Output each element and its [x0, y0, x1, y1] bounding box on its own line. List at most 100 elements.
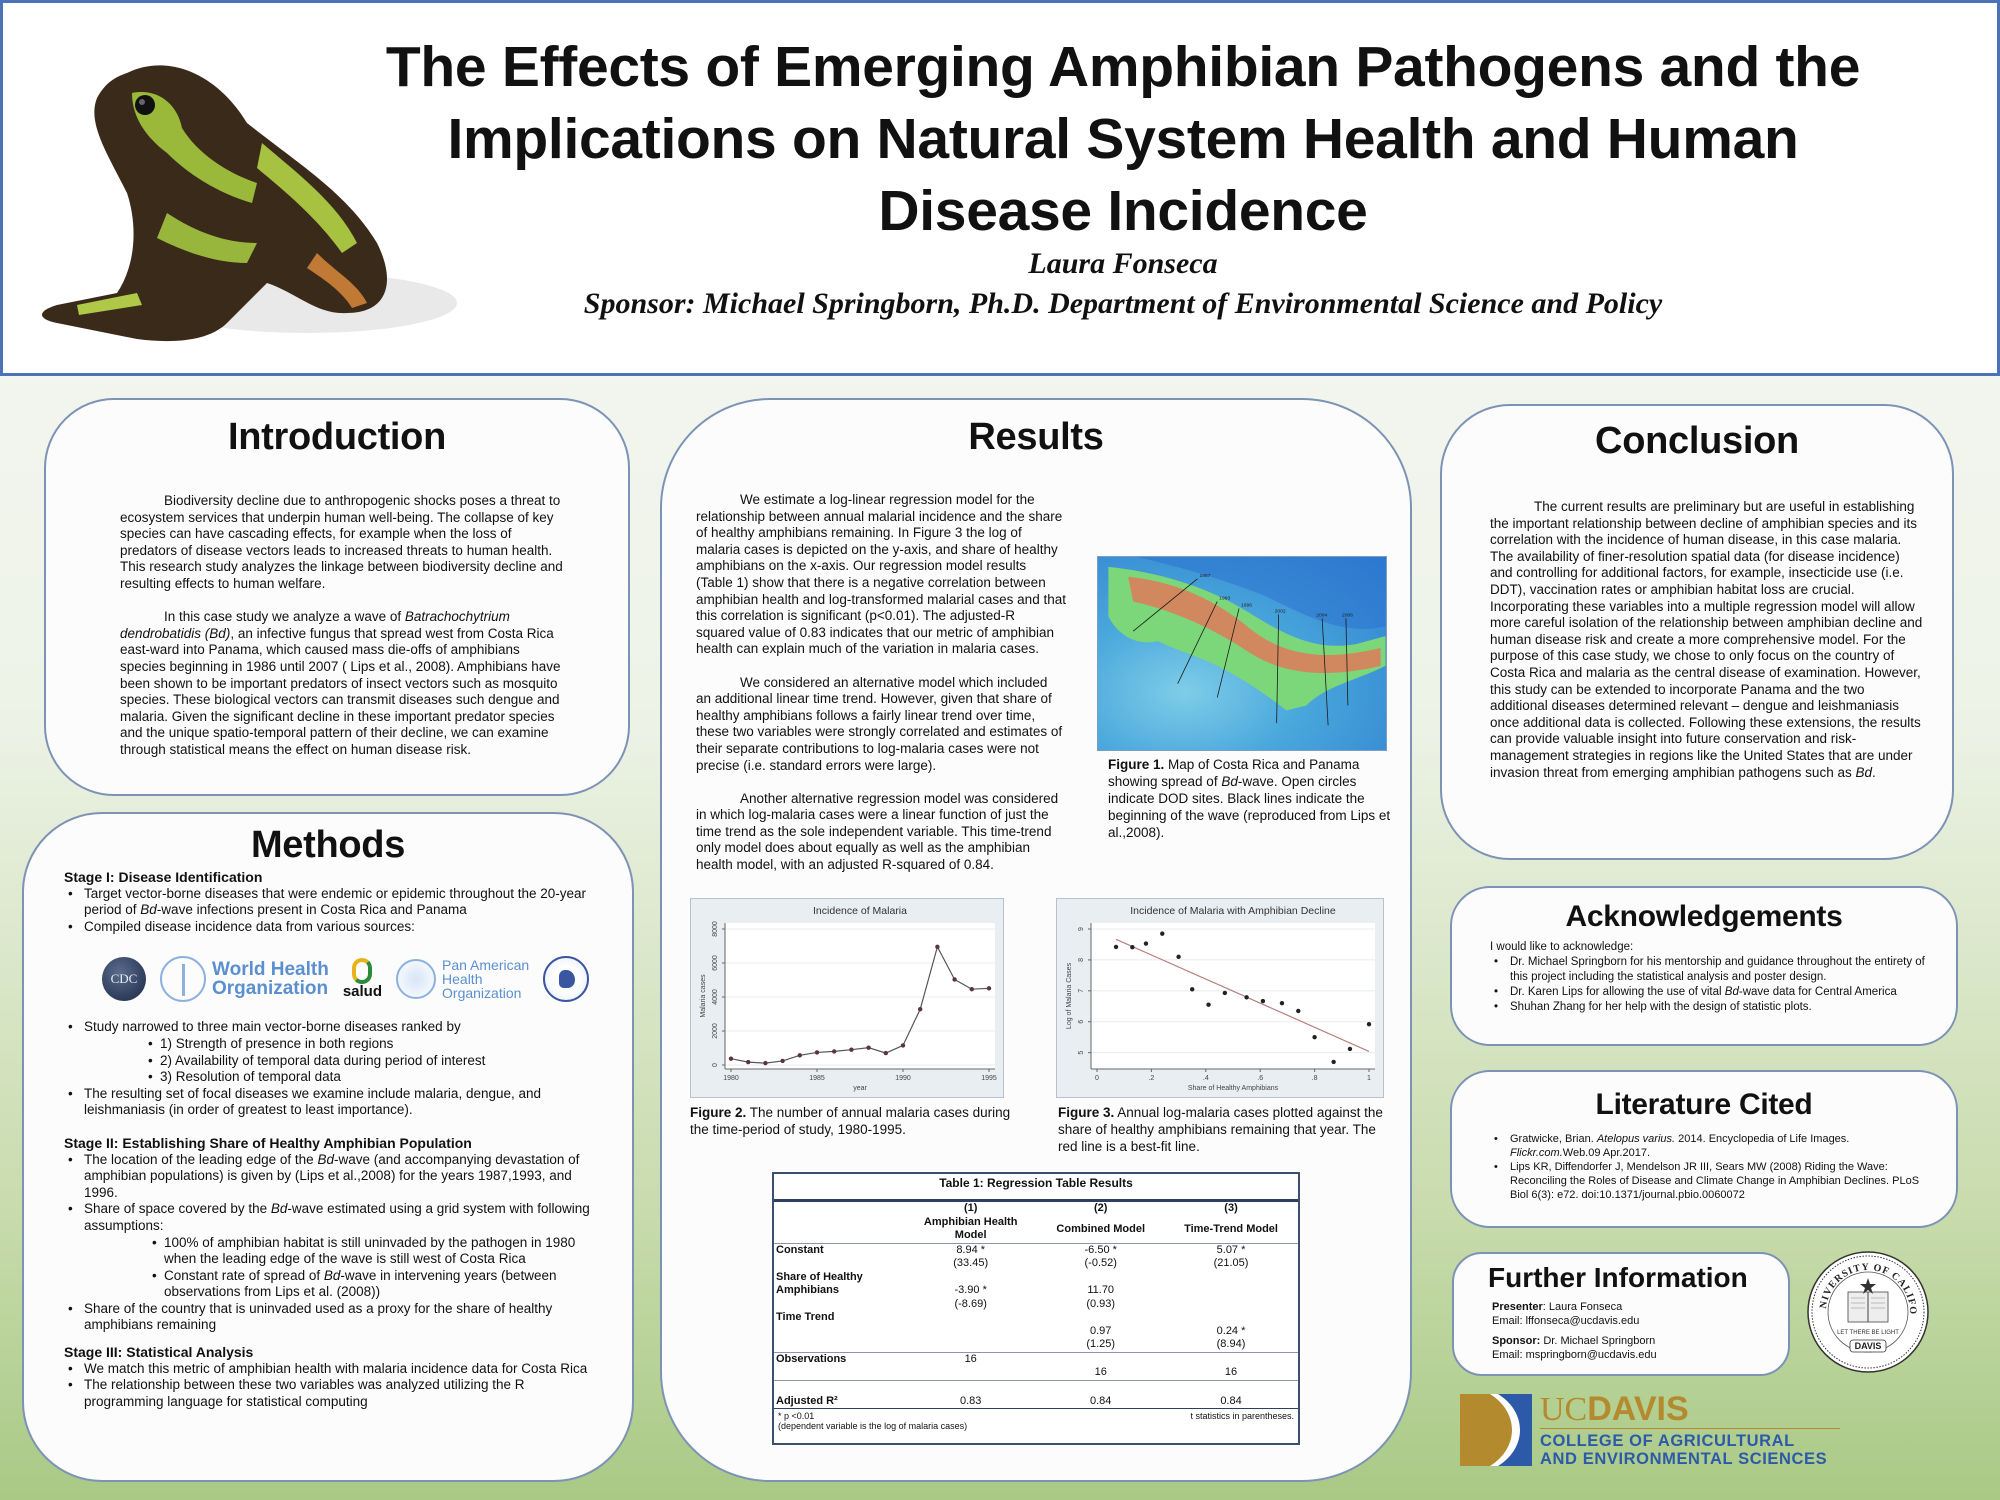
list-item: 100% of amphibian habitat is still uninv…: [148, 1235, 602, 1268]
svg-text:.8: .8: [1312, 1075, 1318, 1082]
text: World Health: [212, 959, 329, 981]
methods-heading: Methods: [250, 824, 406, 866]
list-item: Constant rate of spread of Bd-wave in in…: [148, 1268, 602, 1301]
svg-text:Incidence of Malaria: Incidence of Malaria: [813, 905, 907, 917]
dependent-variable-note: (dependent variable is the log of malari…: [778, 1421, 968, 1431]
text: -3.90 *: [954, 1284, 987, 1296]
text: -6.50 *: [1084, 1243, 1117, 1256]
list-item: Target vector-borne diseases that were e…: [64, 886, 602, 919]
malaria-incidence-chart: Incidence of Malaria 0 2000 4000 6000 8000 198…: [690, 898, 1004, 1098]
text: Map of Costa Rica and Panama showing spr…: [1108, 757, 1360, 789]
map-year-label: 2006: [1342, 612, 1353, 618]
introduction-panel: Introduction Biodiversity decline due to…: [44, 398, 630, 796]
text: Bd: [1724, 986, 1739, 998]
list-item: 2) Availability of temporal data during …: [144, 1053, 602, 1070]
text: Atelopus varius.: [1596, 1133, 1676, 1145]
stage-1-list-end: The resulting set of focal diseases we e…: [64, 1086, 602, 1119]
table-cell: -3.90 * (-8.69): [904, 1271, 1037, 1312]
svg-text:1: 1: [1367, 1075, 1371, 1082]
svg-text:9: 9: [1078, 927, 1085, 931]
reference-item: Lips KR, Diffendorfer J, Mendelson JR II…: [1490, 1160, 1936, 1202]
text: Bd: [1221, 774, 1238, 789]
text: -wave (and accompanying devastation of a…: [84, 1151, 580, 1200]
svg-text:1995: 1995: [981, 1075, 997, 1082]
text: 5.07 *: [1216, 1243, 1246, 1256]
svg-text:2000: 2000: [712, 1023, 719, 1039]
svg-text:4000: 4000: [712, 989, 719, 1005]
map-year-label: 2002: [1275, 608, 1286, 614]
empty-cell: [774, 1202, 904, 1243]
results-paragraph-1: We estimate a log-linear regression mode…: [696, 492, 1066, 657]
text: Amphibian Health: [923, 1215, 1018, 1228]
list-item: 1) Strength of presence in both regions: [144, 1036, 602, 1053]
sponsor-name: Dr. Michael Springborn: [1540, 1335, 1656, 1347]
text: Pan American: [442, 957, 530, 974]
figure-label: Figure 3.: [1058, 1105, 1115, 1120]
table-cell: [904, 1311, 1037, 1352]
text: (1): [963, 1202, 978, 1214]
stage-2-title: Stage II: Establishing Share of Healthy …: [64, 1134, 472, 1151]
poster-header: The Effects of Emerging Amphibian Pathog…: [0, 0, 2000, 376]
stage-1-list-cont: Study narrowed to three main vector-born…: [64, 1019, 602, 1036]
stage-2-assumptions: 100% of amphibian habitat is still uninv…: [148, 1235, 602, 1301]
table-cell: 16: [904, 1351, 1038, 1380]
table-cell: 0.83: [904, 1379, 1038, 1408]
table-row: Adjusted R² 0.83 0.84 0.84: [774, 1379, 1298, 1408]
title-line-2: Implications on Natural System Health an…: [447, 107, 1799, 171]
introduction-paragraph-1: Biodiversity decline due to anthropogeni…: [120, 493, 563, 591]
row-label: Observations: [774, 1351, 904, 1380]
figure-1-caption: Figure 1. Map of Costa Rica and Panama s…: [1108, 756, 1398, 841]
text: salud: [342, 983, 383, 1001]
poster-title: The Effects of Emerging Amphibian Pathog…: [303, 31, 1943, 247]
svg-text:8: 8: [1078, 958, 1085, 962]
sponsor-email[interactable]: Email: mspringborn@ucdavis.edu: [1492, 1349, 1657, 1361]
svg-text:.6: .6: [1257, 1075, 1263, 1082]
map-year-label: 2004: [1316, 612, 1327, 618]
list-item: The relationship between these two varia…: [64, 1377, 602, 1410]
seal-motto: LET THERE BE LIGHT: [1837, 1330, 1899, 1336]
table-cell: 0.97 (1.25): [1037, 1311, 1164, 1352]
line-chart: Incidence of Malaria 0 2000 4000 6000 8000 198…: [700, 905, 997, 1092]
stage-2-list-end: Share of the country that is uninvaded u…: [64, 1301, 602, 1334]
svg-text:Share of Healthy Amphibians: Share of Healthy Amphibians: [1188, 1085, 1279, 1092]
results-body: We estimate a log-linear regression mode…: [696, 492, 1066, 890]
salud-emblem-icon: [352, 958, 373, 985]
table-row: Observations 16 16 16: [774, 1351, 1298, 1380]
conclusion-heading: Conclusion: [1595, 420, 1799, 462]
text: (8.94): [1216, 1338, 1246, 1350]
row-label: Adjusted R²: [774, 1379, 904, 1408]
svg-text:1985: 1985: [809, 1075, 825, 1082]
stage-1-list: Target vector-borne diseases that were e…: [64, 886, 602, 936]
text: COLLEGE OF AGRICULTURAL: [1540, 1432, 1795, 1450]
text: Combined Model: [1056, 1222, 1146, 1235]
table-cell: 16: [1037, 1351, 1165, 1380]
text: Bd: [140, 902, 157, 918]
table-cell: 0.24 * (8.94): [1164, 1311, 1298, 1352]
svg-text:0: 0: [712, 1063, 719, 1067]
results-paragraph-3: Another alternative regression model was…: [696, 790, 1059, 873]
table-cell: 5.07 * (21.05): [1164, 1242, 1298, 1271]
table-title: Table 1: Regression Table Results: [774, 1174, 1298, 1202]
text: 0.97: [1090, 1324, 1112, 1337]
table-cell: 0.84: [1037, 1379, 1165, 1408]
list-item: We match this metric of amphibian health…: [64, 1361, 602, 1378]
text: (33.45): [953, 1257, 989, 1269]
text: 16: [1224, 1366, 1238, 1378]
results-heading: Results: [968, 416, 1104, 458]
map-year-label: 1987: [1199, 573, 1210, 579]
contact-info: Presenter: Laura Fonseca Email: lffonsec…: [1492, 1300, 1788, 1362]
presenter-label: Presenter: [1492, 1301, 1543, 1313]
text: AND ENVIRONMENTAL SCIENCES: [1540, 1450, 1828, 1468]
list-item: The resulting set of focal diseases we e…: [64, 1086, 602, 1119]
text: I would like to acknowledge:: [1490, 941, 1634, 953]
table-row: Time Trend 0.97 (1.25) 0.24 * (8.94): [774, 1311, 1298, 1352]
introduction-heading: Introduction: [227, 416, 447, 458]
costa-rica-ministry-seal: [543, 956, 590, 1003]
text: Bd: [1855, 764, 1872, 780]
presenter-email[interactable]: Email: lffonseca@ucdavis.edu: [1492, 1315, 1640, 1327]
conclusion-body: The current results are preliminary but …: [1490, 499, 1924, 781]
reference-item: Gratwicke, Brian. Atelopus varius. 2014.…: [1490, 1132, 1936, 1160]
text: The current results are preliminary but …: [1490, 499, 1923, 780]
list-item: Share of the country that is uninvaded u…: [64, 1301, 602, 1334]
figure-label: Figure 2.: [690, 1105, 747, 1120]
